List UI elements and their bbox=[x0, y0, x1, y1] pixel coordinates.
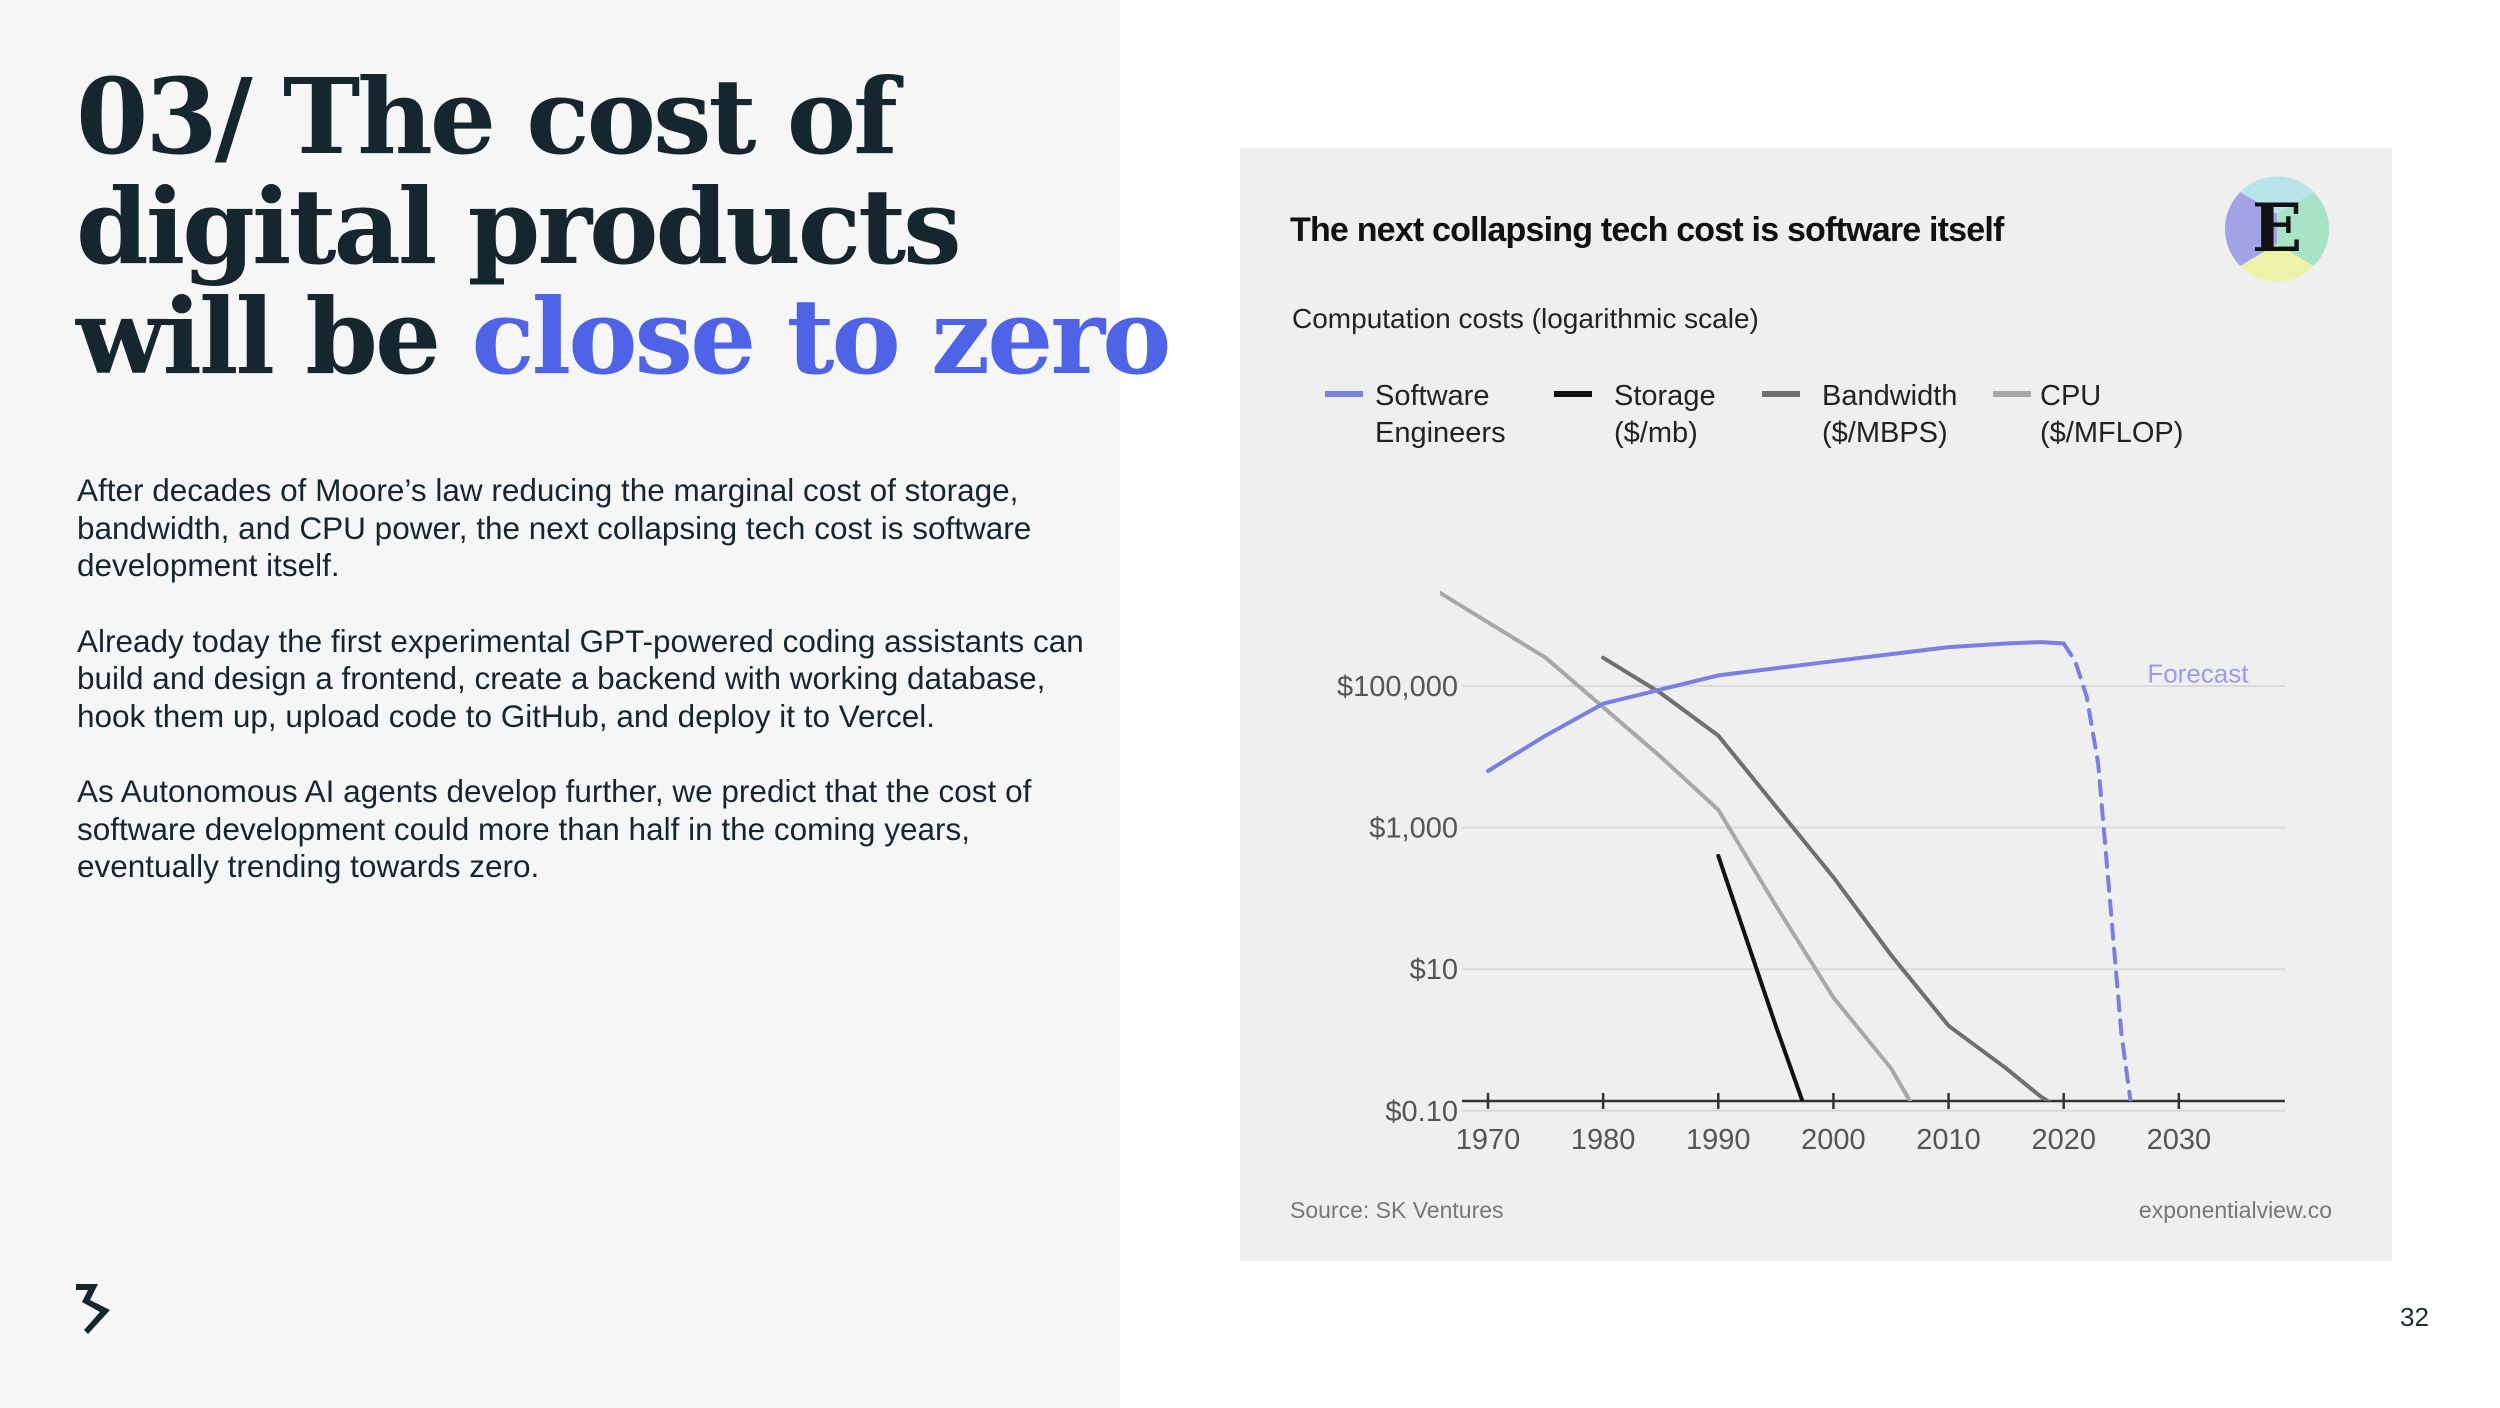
chart: The next collapsing tech cost is softwar… bbox=[1290, 176, 2332, 1223]
chart-subtitle: Computation costs (logarithmic scale) bbox=[1292, 303, 1759, 334]
series-software-engineers-forecast-line bbox=[2061, 641, 2133, 1101]
page-title: 03/ The cost of digital products will be… bbox=[76, 55, 1171, 392]
y-tick-label: $1,000 bbox=[1369, 813, 1458, 845]
legend-label-bandwidth-line1: Bandwidth bbox=[1822, 380, 1957, 412]
legend-label-storage-line1: Storage bbox=[1614, 380, 1716, 412]
x-tick-label: 1990 bbox=[1686, 1124, 1751, 1156]
x-tick-label: 2000 bbox=[1801, 1124, 1866, 1156]
series-bandwidth-line bbox=[1601, 655, 2052, 1101]
chart-title: The next collapsing tech cost is softwar… bbox=[1290, 211, 2005, 249]
paragraph-3: As Autonomous AI agents develop further,… bbox=[77, 773, 1032, 884]
page-number: 32 bbox=[2400, 1302, 2429, 1332]
left-panel: 03/ The cost of digital products will be… bbox=[0, 0, 1171, 1408]
legend-item-software-engineers: Software Engineers bbox=[1325, 380, 1506, 449]
series-software-engineers-line bbox=[1486, 640, 2066, 773]
body-copy: After decades of Moore’s law reducing th… bbox=[77, 472, 1087, 924]
legend-label-cpu-line2: ($/MFLOP) bbox=[2040, 417, 2183, 449]
paragraph-2: Already today the first experimental GPT… bbox=[77, 622, 1084, 734]
x-tick-label: 2020 bbox=[2031, 1124, 2096, 1156]
series-group bbox=[1440, 590, 2133, 1101]
legend-label-software-line2: Engineers bbox=[1375, 417, 1506, 449]
legend-item-bandwidth: Bandwidth ($/MBPS) bbox=[1762, 380, 1957, 449]
legend-item-cpu: CPU ($/MFLOP) bbox=[1993, 380, 2183, 449]
y-tick-label: $10 bbox=[1410, 954, 1458, 986]
title-accent: close to zero bbox=[471, 275, 1171, 398]
legend-label-software-line1: Software bbox=[1375, 380, 1489, 412]
chart-card: The next collapsing tech cost is softwar… bbox=[1240, 148, 2392, 1261]
legend-label-storage-line2: ($/mb) bbox=[1614, 417, 1698, 449]
x-tick-label: 1970 bbox=[1456, 1124, 1521, 1156]
y-tick-label: $0.10 bbox=[1385, 1096, 1458, 1128]
legend-item-storage: Storage ($/mb) bbox=[1554, 380, 1716, 449]
legend-label-bandwidth-line2: ($/MBPS) bbox=[1822, 417, 1948, 449]
x-tick-label: 1980 bbox=[1571, 1124, 1636, 1156]
legend-label-cpu-line1: CPU bbox=[2040, 380, 2101, 412]
forecast-annotation: Forecast bbox=[2147, 658, 2249, 688]
paragraph-1: After decades of Moore’s law reducing th… bbox=[77, 472, 1032, 583]
title-line-3: will be close to zero bbox=[76, 282, 1171, 392]
svg-text:E: E bbox=[2252, 189, 2302, 267]
brand-r-logo-icon bbox=[76, 1284, 110, 1334]
series-storage-line bbox=[1716, 853, 1805, 1101]
y-tick-label: $100,000 bbox=[1337, 671, 1458, 703]
series-cpu-line bbox=[1440, 590, 1913, 1101]
x-tick-label: 2030 bbox=[2147, 1124, 2212, 1156]
title-line-1: 03/ The cost of bbox=[76, 55, 898, 178]
chart-source: Source: SK Ventures bbox=[1290, 1197, 1504, 1223]
exponential-view-e-logo-icon: E bbox=[2225, 176, 2329, 282]
chart-credit: exponentialview.co bbox=[2139, 1197, 2332, 1223]
title-line-2: digital products bbox=[76, 165, 962, 288]
title-line-3-prefix: will be bbox=[76, 275, 472, 398]
x-tick-label: 2010 bbox=[1916, 1124, 1981, 1156]
chart-legend: Software Engineers Storage ($/mb) Bandwi… bbox=[1325, 380, 2183, 449]
